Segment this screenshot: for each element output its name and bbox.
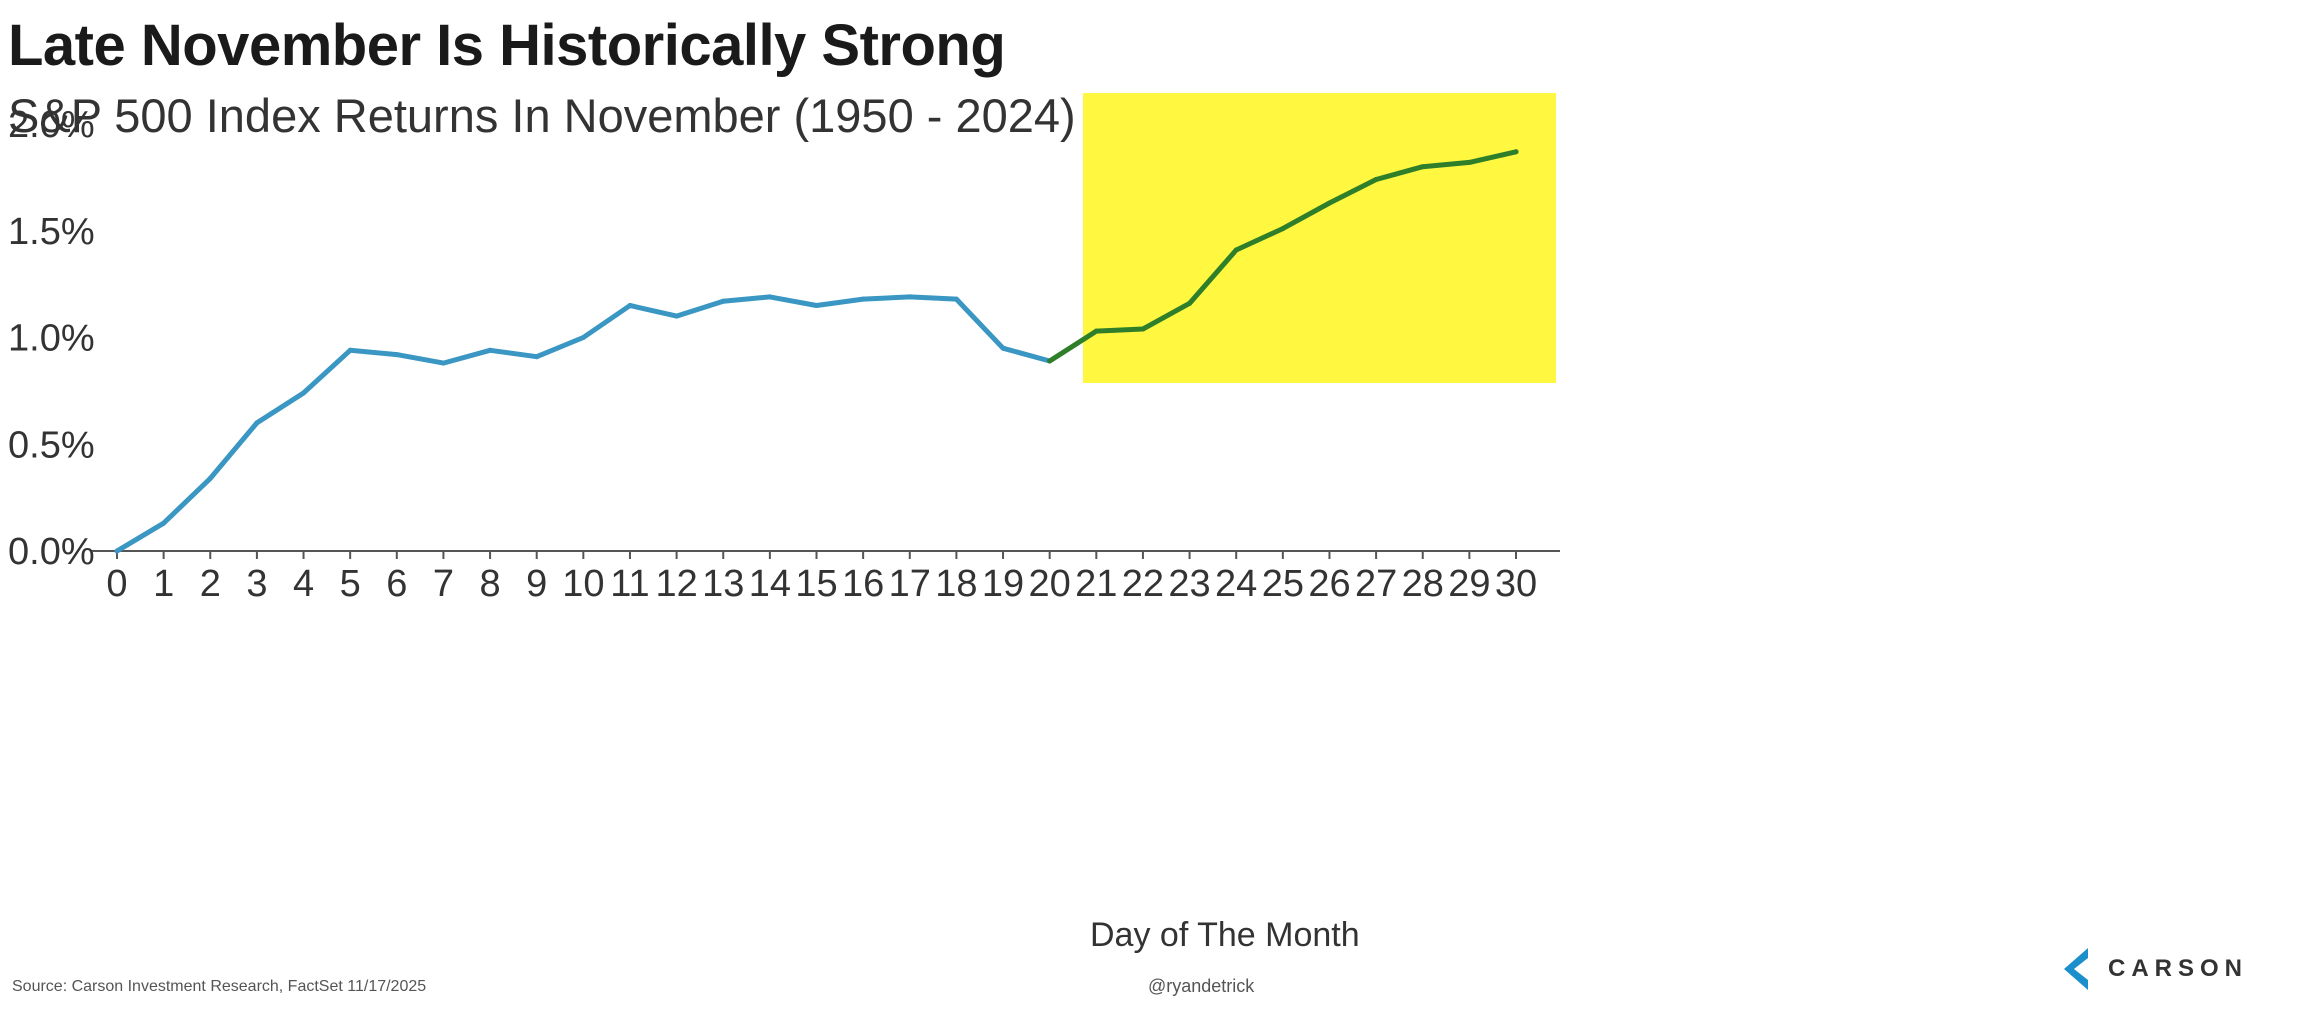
author-handle: @ryandetrick <box>1148 976 1255 996</box>
x-tick-label: 30 <box>1495 563 1537 605</box>
x-tick-label: 13 <box>702 563 744 605</box>
data-point <box>1513 149 1519 155</box>
x-tick-marks <box>116 551 1517 559</box>
carson-logo-text: CARSON <box>2108 955 2249 982</box>
data-point <box>1280 226 1286 232</box>
x-tick-label: 1 <box>153 563 174 605</box>
data-point <box>1187 300 1193 306</box>
data-point <box>1326 200 1332 206</box>
x-tick-label: 29 <box>1448 563 1490 605</box>
x-tick-label: 19 <box>982 563 1024 605</box>
chart-title: Late November Is Historically Strong <box>8 13 1006 78</box>
late-november-highlight <box>1083 93 1556 383</box>
data-point <box>487 347 493 353</box>
x-tick-label: 24 <box>1215 563 1257 605</box>
data-point <box>114 548 120 554</box>
x-tick-label: 15 <box>795 563 837 605</box>
x-tick-label: 21 <box>1075 563 1117 605</box>
x-axis-title: Day of The Month <box>1090 916 1360 954</box>
carson-logo: CARSON <box>2058 944 2248 994</box>
data-point <box>953 296 959 302</box>
data-point <box>301 390 307 396</box>
x-tick-label: 8 <box>479 563 500 605</box>
data-point <box>534 354 540 360</box>
x-tick-label: 14 <box>749 563 791 605</box>
data-point <box>1420 164 1426 170</box>
data-point <box>860 296 866 302</box>
data-point <box>814 302 819 308</box>
x-tick-label: 0 <box>106 563 127 605</box>
y-tick-label: 0.0% <box>8 531 95 573</box>
x-tick-label: 27 <box>1355 563 1397 605</box>
x-tick-label: 18 <box>935 563 977 605</box>
data-point <box>440 360 446 366</box>
data-point <box>907 294 913 300</box>
x-tick-label: 12 <box>655 563 697 605</box>
x-tick-label: 4 <box>293 563 314 605</box>
data-point <box>254 420 260 426</box>
source-note: Source: Carson Investment Research, Fact… <box>12 978 427 995</box>
carson-logo-icon <box>2064 948 2088 990</box>
data-point <box>1373 177 1379 183</box>
x-axis-labels: 0 1 2 3 4 5 6 7 8 9 10 11 12 13 14 15 16 17 18 19 20 21 22 23 24… <box>106 563 1537 605</box>
chart-subtitle: S&P 500 Index Returns In November (1950 … <box>8 89 1076 142</box>
data-point <box>394 352 400 358</box>
x-tick-label: 9 <box>526 563 547 605</box>
x-tick-label: 26 <box>1308 563 1350 605</box>
y-axis-labels: 0.0% 0.5% 1.0% 1.5% 2.0% <box>8 104 95 573</box>
x-tick-label: 5 <box>340 563 361 605</box>
x-tick-label: 2 <box>200 563 221 605</box>
data-point <box>347 347 353 353</box>
data-point <box>720 298 726 304</box>
x-tick-label: 6 <box>386 563 407 605</box>
x-tick-label: 28 <box>1402 563 1444 605</box>
y-tick-label: 2.0% <box>8 104 95 146</box>
x-tick-label: 16 <box>842 563 884 605</box>
x-tick-label: 20 <box>1029 563 1071 605</box>
y-tick-label: 1.5% <box>8 211 95 253</box>
data-point <box>627 302 633 308</box>
x-tick-label: 3 <box>246 563 267 605</box>
data-point <box>207 475 213 481</box>
data-point <box>767 294 773 300</box>
data-point <box>161 520 167 526</box>
data-point <box>580 335 586 340</box>
series-points <box>114 149 1519 554</box>
data-point <box>1093 328 1099 334</box>
y-tick-label: 0.5% <box>8 424 95 466</box>
x-tick-label: 11 <box>610 563 649 605</box>
x-tick-label: 23 <box>1168 563 1210 605</box>
x-tick-label: 22 <box>1122 563 1164 605</box>
data-point <box>1000 345 1006 351</box>
data-point <box>674 313 680 319</box>
y-tick-label: 1.0% <box>8 318 95 360</box>
data-point <box>1466 159 1472 165</box>
x-tick-label: 7 <box>433 563 454 605</box>
x-tick-label: 10 <box>562 563 604 605</box>
data-point <box>1047 358 1053 364</box>
x-tick-label: 25 <box>1262 563 1304 605</box>
data-point <box>1233 247 1239 253</box>
data-point <box>1140 326 1146 332</box>
x-tick-label: 17 <box>889 563 931 605</box>
